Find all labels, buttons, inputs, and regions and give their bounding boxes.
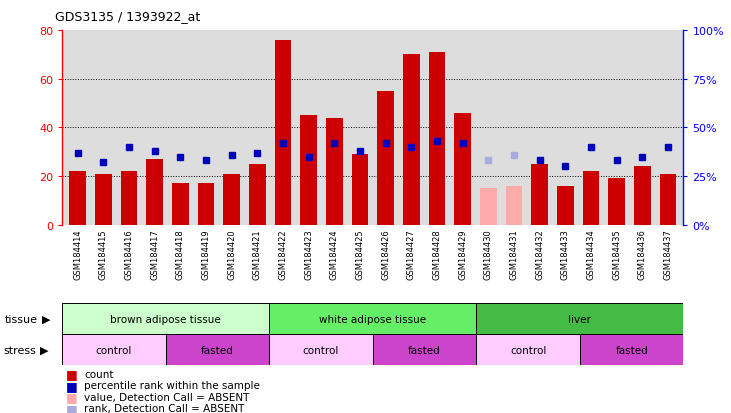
Bar: [249, 164, 265, 225]
Text: GSM184433: GSM184433: [561, 229, 570, 280]
Bar: [95, 174, 112, 225]
Text: GSM184422: GSM184422: [279, 229, 287, 279]
Text: GSM184436: GSM184436: [638, 229, 647, 280]
Bar: [269, 304, 477, 335]
Text: stress: stress: [4, 345, 37, 355]
Bar: [275, 40, 291, 225]
Bar: [580, 335, 683, 366]
Bar: [121, 172, 137, 225]
Text: GSM184420: GSM184420: [227, 229, 236, 279]
Bar: [531, 164, 548, 225]
Text: GSM184425: GSM184425: [355, 229, 365, 279]
Text: GSM184427: GSM184427: [407, 229, 416, 279]
Text: GSM184414: GSM184414: [73, 229, 82, 279]
Bar: [455, 114, 471, 225]
Text: GSM184434: GSM184434: [586, 229, 596, 279]
Text: GSM184418: GSM184418: [175, 229, 185, 279]
Text: ■: ■: [66, 402, 77, 413]
Bar: [428, 53, 445, 225]
Text: control: control: [510, 345, 546, 355]
Text: percentile rank within the sample: percentile rank within the sample: [84, 380, 260, 390]
Bar: [373, 335, 477, 366]
Text: liver: liver: [569, 314, 591, 324]
Text: count: count: [84, 369, 113, 379]
Text: value, Detection Call = ABSENT: value, Detection Call = ABSENT: [84, 392, 249, 402]
Bar: [634, 167, 651, 225]
Text: GSM184423: GSM184423: [304, 229, 313, 279]
Text: GSM184417: GSM184417: [150, 229, 159, 279]
Bar: [326, 118, 343, 225]
Bar: [480, 189, 496, 225]
Text: fasted: fasted: [616, 345, 648, 355]
Bar: [506, 186, 523, 225]
Bar: [608, 179, 625, 225]
Text: white adipose tissue: white adipose tissue: [319, 314, 426, 324]
Bar: [377, 92, 394, 225]
Bar: [62, 335, 166, 366]
Text: GSM184415: GSM184415: [99, 229, 107, 279]
Text: rank, Detection Call = ABSENT: rank, Detection Call = ABSENT: [84, 404, 244, 413]
Text: fasted: fasted: [408, 345, 441, 355]
Text: GSM184429: GSM184429: [458, 229, 467, 279]
Bar: [146, 159, 163, 225]
Text: GSM184435: GSM184435: [613, 229, 621, 279]
Bar: [557, 186, 574, 225]
Bar: [477, 304, 683, 335]
Bar: [583, 172, 599, 225]
Text: GSM184437: GSM184437: [664, 229, 673, 280]
Text: GSM184419: GSM184419: [202, 229, 211, 279]
Text: GSM184430: GSM184430: [484, 229, 493, 279]
Bar: [172, 184, 189, 225]
Bar: [269, 335, 373, 366]
Text: GSM184426: GSM184426: [381, 229, 390, 279]
Text: GSM184428: GSM184428: [433, 229, 442, 279]
Text: ■: ■: [66, 367, 77, 380]
Text: ■: ■: [66, 390, 77, 404]
Text: GSM184416: GSM184416: [124, 229, 133, 279]
Text: GSM184421: GSM184421: [253, 229, 262, 279]
Bar: [197, 184, 214, 225]
Text: GSM184431: GSM184431: [510, 229, 518, 279]
Bar: [300, 116, 317, 225]
Bar: [62, 304, 269, 335]
Text: tissue: tissue: [5, 314, 38, 324]
Text: ▶: ▶: [42, 314, 50, 324]
Text: ■: ■: [66, 379, 77, 392]
Bar: [223, 174, 240, 225]
Bar: [166, 335, 269, 366]
Bar: [69, 172, 86, 225]
Bar: [403, 55, 420, 225]
Text: GSM184432: GSM184432: [535, 229, 544, 279]
Text: fasted: fasted: [201, 345, 234, 355]
Text: brown adipose tissue: brown adipose tissue: [110, 314, 221, 324]
Text: control: control: [303, 345, 339, 355]
Bar: [660, 174, 676, 225]
Text: control: control: [96, 345, 132, 355]
Bar: [352, 155, 368, 225]
Text: GSM184424: GSM184424: [330, 229, 338, 279]
Bar: [477, 335, 580, 366]
Text: GDS3135 / 1393922_at: GDS3135 / 1393922_at: [55, 10, 200, 23]
Text: ▶: ▶: [40, 345, 49, 355]
